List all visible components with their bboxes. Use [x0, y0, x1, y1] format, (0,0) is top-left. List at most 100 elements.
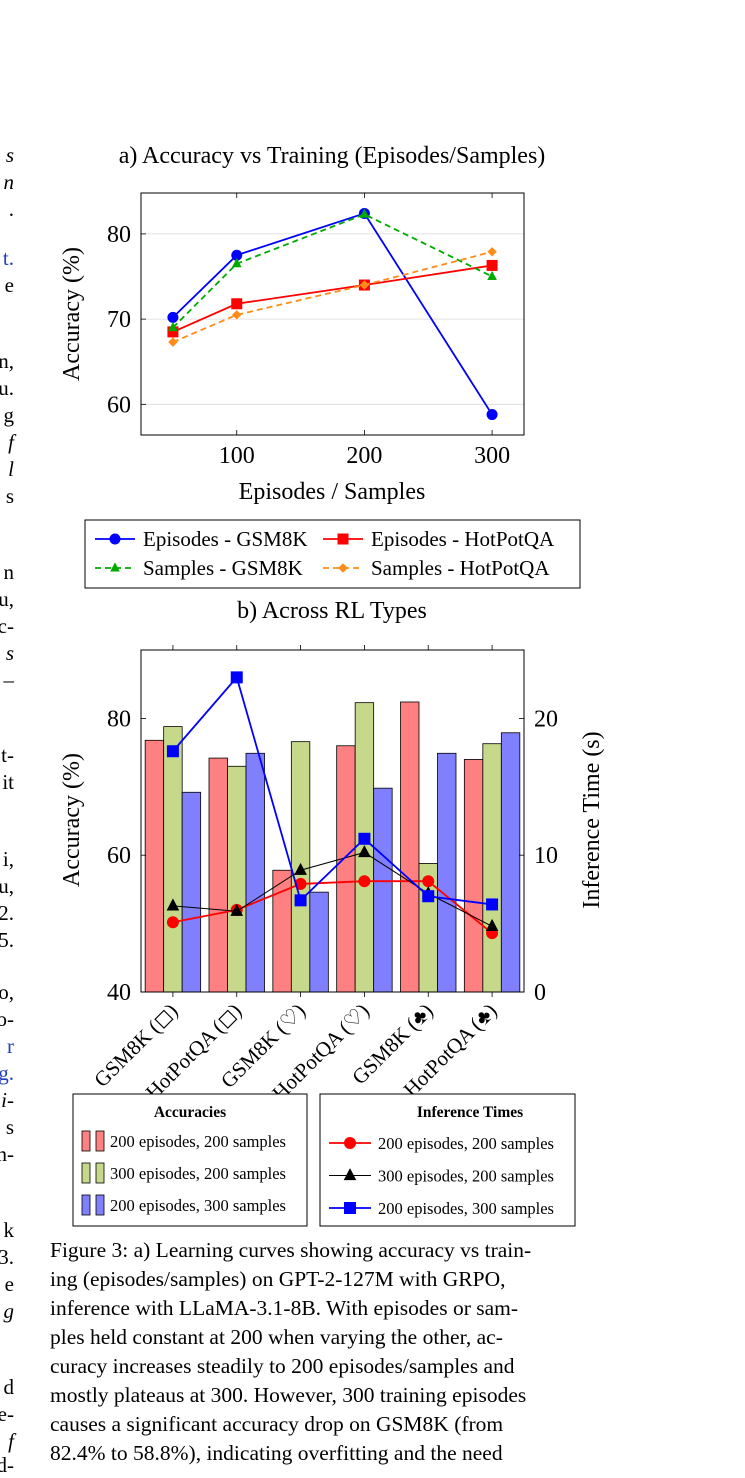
chart-b-y-tick-label: 80: [107, 706, 131, 732]
chart-b-legend-inference: Inference Times 200 episodes, 200 sample…: [319, 1093, 576, 1227]
figure-charts: a) Accuracy vs Training (Episodes/Sample…: [59, 143, 605, 1227]
chart-a-series-line: [172, 264, 493, 333]
margin-text-fragment: n: [3, 170, 15, 194]
margin-text-fragment: it: [2, 770, 14, 794]
chart-a-legend-marker: [110, 562, 120, 572]
chart-b-legend-marker: [344, 1202, 356, 1214]
margin-text-fragment: l: [8, 457, 14, 481]
margin-text-fragment: s: [5, 143, 14, 167]
chart-b-legend-label: 300 episodes, 200 samples: [110, 1164, 286, 1183]
chart-a-data-point: [168, 337, 178, 347]
chart-b-data-point: [166, 898, 180, 911]
margin-text-fragment: g.: [0, 1061, 14, 1085]
chart-a-data-point: [359, 208, 370, 218]
caption-line: inference with LLaMA-3.1-8B. With episod…: [50, 1296, 519, 1320]
chart-b-legend-swatch: [95, 1162, 105, 1184]
chart-a-legend-marker: [109, 533, 121, 545]
margin-text-fragment: e: [4, 273, 14, 297]
chart-b-bar: [208, 757, 228, 993]
chart-b-series-line: [172, 851, 493, 927]
caption-line: ing (episodes/samples) on GPT-2-127M wit…: [50, 1267, 506, 1291]
chart-a-y-tick-label: 70: [107, 307, 131, 333]
chart-b-bar: [144, 739, 165, 993]
chart-a-data-point: [486, 259, 498, 271]
chart-a-legend: Episodes - GSM8K Episodes - HotPotQA Sampl…: [84, 519, 581, 589]
chart-b-data-point: [166, 916, 179, 929]
chart-a-legend-label: Episodes - GSM8K: [143, 527, 308, 551]
chart-a-y-axis-label: Accuracy (%): [59, 247, 85, 381]
chart-b-bars: [144, 701, 521, 993]
chart-a-series-line: [172, 213, 493, 329]
margin-text-fragment: 5.: [0, 928, 14, 952]
caption-line: causes a significant accuracy drop on GS…: [50, 1412, 504, 1436]
chart-b-legend-swatch: [81, 1162, 91, 1184]
chart-b-bar: [437, 752, 457, 993]
chart-a-plot-frame: [140, 192, 525, 436]
chart-b-y2-axis-label: Inference Time (s): [579, 731, 605, 908]
margin-text-fragment: .: [8, 197, 14, 221]
chart-b-bar: [181, 791, 202, 993]
chart-b-legend-swatch: [95, 1194, 105, 1216]
chart-b-title: b) Across RL Types: [237, 598, 427, 624]
chart-a-data-point: [232, 310, 242, 320]
chart-b-bar: [336, 745, 356, 993]
margin-text-fragment: k: [3, 1218, 15, 1242]
margin-text-fragment: d-: [0, 1453, 14, 1477]
margin-text-fragment: 3.: [0, 1245, 14, 1269]
chart-a-data-point: [487, 270, 497, 281]
chart-b-bar: [163, 726, 183, 993]
chart-b-y-tick-label: 40: [107, 980, 131, 1006]
margin-text-fragment: d: [3, 1375, 15, 1399]
chart-b-plot-frame: [140, 649, 525, 993]
chart-b-legend-accuracies-title: Accuracies: [154, 1104, 226, 1121]
chart-a-legend-label: Episodes - HotPotQA: [371, 527, 555, 551]
chart-b-data-point: [230, 903, 244, 916]
margin-text-fragment: s: [5, 484, 14, 508]
margin-text-fragment: o-: [0, 1007, 14, 1031]
chart-b-y-tick-label: 60: [107, 843, 131, 869]
margin-text-fragment: c-: [0, 614, 14, 638]
chart-b-data-point: [294, 862, 307, 875]
chart-a-data-point: [359, 280, 370, 290]
chart-a-legend-label: Samples - HotPotQA: [371, 556, 550, 580]
chart-b-bar: [482, 743, 502, 993]
chart-b-legend-label: 200 episodes, 200 samples: [110, 1132, 286, 1151]
margin-text-fragment: t-: [1, 743, 14, 767]
chart-a-legend-marker: [338, 563, 348, 573]
chart-a-title: a) Accuracy vs Training (Episodes/Sample…: [119, 143, 546, 169]
chart-b-legend-inference-title: Inference Times: [417, 1104, 523, 1121]
chart-b-legend-marker: [344, 1137, 356, 1149]
margin-text-fragment: s: [5, 1115, 14, 1139]
caption-line: ples held constant at 200 when varying t…: [50, 1325, 503, 1349]
chart-a-ticks: 60 70 80 100 200 300: [107, 193, 510, 469]
chart-a-data-point: [487, 247, 497, 257]
margin-text-fragment: n-: [0, 1142, 14, 1166]
chart-b-data-point: [358, 845, 371, 858]
margin-text-fragment: t.: [2, 246, 14, 270]
chart-a-x-tick-label: 300: [474, 443, 510, 469]
chart-b-legend-label: 300 episodes, 200 samples: [378, 1167, 554, 1186]
chart-b-legend-swatch: [95, 1130, 105, 1152]
chart-b-data-point: [485, 918, 499, 931]
chart-a-grid: [141, 233, 524, 405]
chart-b-data-point: [294, 894, 307, 907]
margin-text-fragment: u.: [0, 376, 14, 400]
chart-b-y2-tick-label: 10: [534, 843, 558, 869]
chart-a-data-point: [486, 409, 498, 421]
chart-b-series-line: [172, 675, 493, 906]
chart-b-legend-label: 200 episodes, 300 samples: [110, 1196, 286, 1215]
chart-a-y-tick-label: 60: [107, 392, 131, 418]
chart-b-bar: [227, 765, 247, 993]
margin-text-fragment: r: [7, 1034, 14, 1058]
margin-text-fragment: f: [8, 430, 14, 454]
margin-text-fragment: u,: [0, 587, 14, 611]
chart-b-bar: [309, 891, 329, 993]
chart-b-legend-swatch: [81, 1130, 91, 1152]
margin-text-fragment: i,: [2, 847, 14, 871]
chart-b-data-point: [230, 671, 243, 684]
chart-b-legend-accuracies: Accuracies 200 episodes, 200 samples 300 …: [72, 1093, 308, 1227]
margin-text-fragment: 2.: [0, 901, 14, 925]
chart-b-legend-inference-box: [319, 1093, 576, 1227]
chart-b-lines: [166, 671, 499, 940]
chart-b-y2-tick-label: 0: [534, 980, 546, 1006]
